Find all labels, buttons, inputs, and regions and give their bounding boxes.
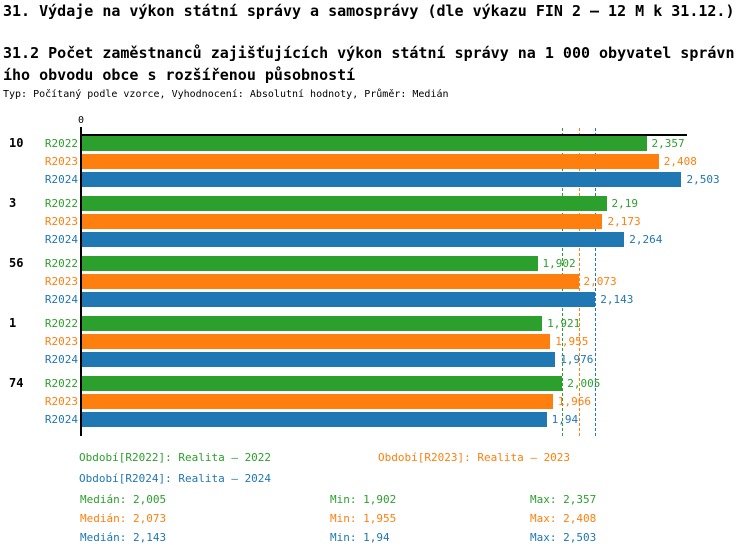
series-row-label-r2024: R2024 — [44, 233, 78, 246]
legend-item-r2024: Období[R2024]: Realita – 2024 — [79, 472, 272, 485]
bar-r2022 — [82, 136, 647, 151]
series-row-label-r2022: R2022 — [44, 197, 78, 210]
bar-r2024 — [82, 352, 556, 367]
stats-median-r2023: Medián: 2,073 — [80, 512, 167, 525]
series-row-label-r2023: R2023 — [44, 215, 78, 228]
stats-min-r2024: Min: 1,94 — [330, 531, 390, 544]
stats-min-r2022: Min: 1,902 — [330, 493, 397, 506]
series-row-label-r2023: R2023 — [44, 275, 78, 288]
bar-r2022 — [82, 316, 543, 331]
chart-subtitle: 31.2 Počet zaměstnanců zajišťujících výk… — [3, 44, 735, 84]
bar-value-label: 2,357 — [651, 137, 685, 150]
report-title: 31. Výdaje na výkon státní správy a samo… — [3, 2, 735, 20]
bar-r2023 — [82, 334, 551, 349]
stats-max-r2024: Max: 2,503 — [530, 531, 597, 544]
bar-value-label: 1,94 — [551, 413, 579, 426]
group-label: 74 — [9, 376, 24, 390]
series-row-label-r2022: R2022 — [44, 377, 78, 390]
bar-r2023 — [82, 394, 553, 409]
x-axis-zero-tick-label: 0 — [77, 115, 85, 126]
bar-r2024 — [82, 292, 596, 307]
legend-item-r2022: Období[R2022]: Realita – 2022 — [79, 451, 272, 464]
series-row-label-r2023: R2023 — [44, 155, 78, 168]
bar-r2024 — [82, 412, 547, 427]
stats-min-r2023: Min: 1,955 — [330, 512, 397, 525]
series-row-label-r2022: R2022 — [44, 257, 78, 270]
group-label: 56 — [9, 256, 24, 270]
bar-value-label: 2,005 — [567, 377, 601, 390]
bar-value-label: 2,073 — [583, 275, 617, 288]
bar-value-label: 1,966 — [557, 395, 591, 408]
group-label: 10 — [9, 136, 24, 150]
bar-r2023 — [82, 154, 659, 169]
series-row-label-r2024: R2024 — [44, 173, 78, 186]
series-row-label-r2023: R2023 — [44, 395, 78, 408]
y-axis-line — [80, 127, 82, 436]
bar-value-label: 1,976 — [560, 353, 594, 366]
bar-value-label: 2,503 — [686, 173, 720, 186]
series-row-label-r2022: R2022 — [44, 137, 78, 150]
series-row-label-r2024: R2024 — [44, 293, 78, 306]
bar-value-label: 2,143 — [600, 293, 634, 306]
bar-value-label: 2,173 — [607, 215, 641, 228]
bar-value-label: 1,902 — [542, 257, 576, 270]
bar-r2022 — [82, 376, 563, 391]
median-line-r2023 — [578, 128, 580, 436]
bar-value-label: 2,264 — [629, 233, 663, 246]
x-axis-line — [80, 134, 687, 136]
series-row-label-r2024: R2024 — [44, 413, 78, 426]
median-line-r2024 — [595, 128, 597, 436]
legend-item-r2023: Období[R2023]: Realita – 2023 — [378, 451, 571, 464]
stats-max-r2022: Max: 2,357 — [530, 493, 597, 506]
chart-meta-line: Typ: Počítaný podle vzorce, Vyhodnocení:… — [3, 89, 449, 100]
series-row-label-r2024: R2024 — [44, 353, 78, 366]
stats-median-r2024: Medián: 2,143 — [80, 531, 167, 544]
bar-r2022 — [82, 196, 607, 211]
bar-r2023 — [82, 214, 603, 229]
stats-median-r2022: Medián: 2,005 — [80, 493, 167, 506]
group-label: 1 — [9, 316, 17, 330]
bar-value-label: 1,955 — [555, 335, 589, 348]
series-row-label-r2023: R2023 — [44, 335, 78, 348]
bar-value-label: 2,19 — [611, 197, 639, 210]
bar-r2024 — [82, 172, 682, 187]
bar-r2024 — [82, 232, 625, 247]
bar-r2023 — [82, 274, 579, 289]
bar-value-label: 1,921 — [547, 317, 581, 330]
bar-r2022 — [82, 256, 538, 271]
stats-max-r2023: Max: 2,408 — [530, 512, 597, 525]
bar-value-label: 2,408 — [663, 155, 697, 168]
group-label: 3 — [9, 196, 17, 210]
series-row-label-r2022: R2022 — [44, 317, 78, 330]
